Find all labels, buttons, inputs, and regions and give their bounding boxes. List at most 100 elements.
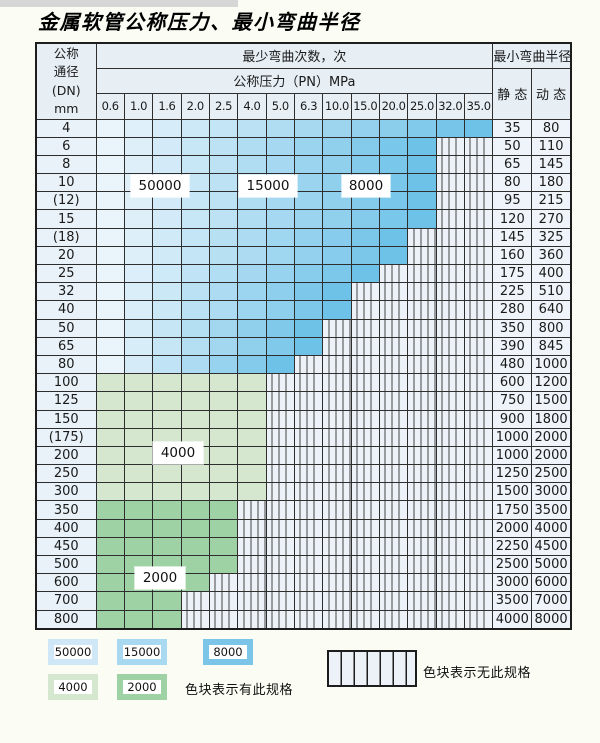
no-spec-cell	[322, 318, 352, 338]
spec-available-cell	[208, 209, 239, 229]
spec-available-cell	[350, 154, 380, 175]
dynamic-radius-cell: 5000	[531, 554, 572, 575]
no-spec-cell	[237, 518, 267, 538]
spec-available-cell	[208, 554, 239, 575]
no-spec-cell	[350, 500, 380, 520]
spec-available-cell	[208, 336, 239, 356]
spec-available-cell	[378, 136, 409, 156]
static-radius-cell: 120	[492, 209, 533, 229]
dn-cell: 300	[35, 482, 97, 502]
spec-available-cell	[152, 536, 182, 557]
dynamic-radius-cell: 110	[531, 136, 572, 156]
spec-available-cell	[152, 354, 182, 375]
spec-available-cell	[463, 118, 494, 138]
no-spec-cell	[378, 536, 409, 557]
spec-available-cell	[293, 227, 324, 247]
static-radius-cell: 3000	[492, 573, 533, 593]
no-spec-cell	[322, 591, 352, 611]
spec-available-cell	[208, 118, 239, 138]
spec-available-cell	[180, 373, 210, 393]
no-spec-cell	[322, 336, 352, 356]
pressure-value-header: 0.6	[95, 92, 125, 120]
spec-available-cell	[180, 209, 210, 229]
static-radius-cell: 600	[492, 373, 533, 393]
spec-available-cell	[180, 573, 210, 593]
spec-available-cell	[152, 136, 182, 156]
spec-available-cell	[237, 354, 267, 375]
no-spec-cell	[407, 300, 437, 320]
legend-swatch-2000: 2000	[117, 674, 167, 700]
spec-available-cell	[180, 227, 210, 247]
no-spec-cell	[322, 464, 352, 484]
spec-available-cell	[123, 591, 154, 611]
no-spec-cell	[350, 573, 380, 593]
dynamic-radius-cell: 845	[531, 336, 572, 356]
no-spec-cell	[322, 427, 352, 447]
spec-available-cell	[95, 136, 125, 156]
spec-available-cell	[180, 482, 210, 502]
spec-available-cell	[123, 336, 154, 356]
table-row: 20 160 360	[35, 245, 572, 266]
static-radius-cell: 350	[492, 318, 533, 338]
spec-available-cell	[95, 445, 125, 466]
no-spec-cell	[435, 318, 465, 338]
no-spec-cell	[378, 482, 409, 502]
table-row: 10 80 180	[35, 173, 572, 193]
spec-available-cell	[293, 173, 324, 193]
spec-available-cell	[95, 263, 125, 284]
no-spec-cell	[293, 445, 324, 466]
no-spec-cell	[265, 591, 295, 611]
no-spec-cell	[407, 263, 437, 284]
dn-cell: 450	[35, 536, 97, 557]
dn-cell: 4	[35, 118, 97, 138]
static-radius-cell: 50	[492, 136, 533, 156]
table-row: 125 750 1500	[35, 391, 572, 411]
spec-available-cell	[208, 482, 239, 502]
dn-cell: (175)	[35, 427, 97, 447]
no-spec-cell	[350, 409, 380, 429]
no-spec-cell	[407, 409, 437, 429]
dn-header-line2: 通径	[53, 64, 79, 80]
dn-cell: 20	[35, 245, 97, 266]
no-spec-cell	[322, 554, 352, 575]
spec-available-cell	[152, 464, 182, 484]
dn-cell: 500	[35, 554, 97, 575]
cycle-label-15000: 15000	[239, 175, 297, 197]
dynamic-radius-cell: 8000	[531, 609, 572, 630]
spec-available-cell	[95, 482, 125, 502]
no-spec-cell	[237, 591, 267, 611]
no-spec-cell	[407, 373, 437, 393]
no-spec-cell	[378, 500, 409, 520]
static-radius-cell: 280	[492, 300, 533, 320]
no-spec-cell	[322, 373, 352, 393]
no-spec-cell	[322, 409, 352, 429]
no-spec-cell	[180, 591, 210, 611]
spec-available-cell	[350, 136, 380, 156]
spec-available-cell	[208, 154, 239, 175]
no-spec-cell	[435, 263, 465, 284]
no-spec-cell	[435, 536, 465, 557]
spec-available-cell	[123, 154, 154, 175]
no-spec-cell	[435, 409, 465, 429]
no-spec-cell	[293, 554, 324, 575]
spec-available-cell	[208, 354, 239, 375]
dn-header-line4: mm	[54, 100, 79, 116]
table-row: 800 4000 8000	[35, 609, 572, 630]
dn-header-line1: 公称	[53, 46, 79, 62]
no-spec-cell	[435, 191, 465, 211]
no-spec-cell	[407, 500, 437, 520]
spec-available-cell	[293, 336, 324, 356]
no-spec-cell	[350, 609, 380, 630]
legend-swatch-4000: 4000	[48, 674, 98, 700]
static-radius-cell: 2250	[492, 536, 533, 557]
dn-cell: 15	[35, 209, 97, 229]
spec-available-cell	[237, 245, 267, 266]
table-row: 400 2000 4000	[35, 518, 572, 538]
spec-available-cell	[407, 118, 437, 138]
no-spec-cell	[435, 427, 465, 447]
spec-available-cell	[322, 118, 352, 138]
no-spec-cell	[208, 573, 239, 593]
spec-available-cell	[152, 609, 182, 630]
dynamic-radius-cell: 2500	[531, 464, 572, 484]
table-row: (18) 145 325	[35, 227, 572, 247]
